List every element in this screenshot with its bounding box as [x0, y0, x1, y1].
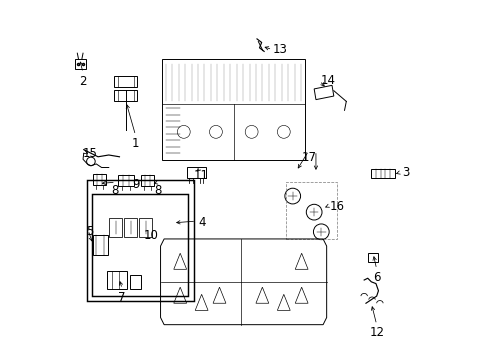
Bar — [91, 194, 188, 296]
Bar — [123, 217, 137, 237]
Bar — [141, 175, 154, 186]
Text: 2: 2 — [79, 75, 86, 87]
Bar — [162, 59, 305, 160]
Text: 10: 10 — [143, 229, 158, 242]
Text: 14: 14 — [320, 74, 335, 87]
Text: 7: 7 — [117, 291, 125, 304]
Bar — [93, 235, 107, 255]
Bar — [139, 217, 152, 237]
Bar — [118, 175, 134, 186]
Text: 6: 6 — [372, 271, 380, 284]
Text: 3: 3 — [401, 166, 408, 179]
Text: 4: 4 — [198, 216, 205, 229]
Text: 17: 17 — [301, 152, 316, 165]
Text: 9: 9 — [132, 178, 139, 191]
Bar — [93, 174, 106, 185]
Bar — [114, 76, 137, 87]
Bar — [107, 271, 126, 289]
Text: 8: 8 — [111, 184, 119, 197]
Text: 5: 5 — [86, 225, 94, 238]
Text: 15: 15 — [83, 147, 98, 160]
Text: 12: 12 — [368, 327, 384, 339]
Text: 8: 8 — [154, 184, 162, 197]
Bar — [370, 169, 394, 178]
Bar — [108, 217, 122, 237]
Bar — [114, 90, 137, 102]
Bar — [186, 167, 206, 178]
Bar — [86, 180, 193, 301]
Text: 1: 1 — [132, 137, 139, 150]
Bar — [130, 275, 141, 289]
Bar — [367, 253, 378, 262]
Bar — [285, 182, 337, 239]
Text: 13: 13 — [272, 43, 287, 56]
Text: 16: 16 — [329, 200, 344, 213]
Text: 11: 11 — [193, 169, 208, 182]
